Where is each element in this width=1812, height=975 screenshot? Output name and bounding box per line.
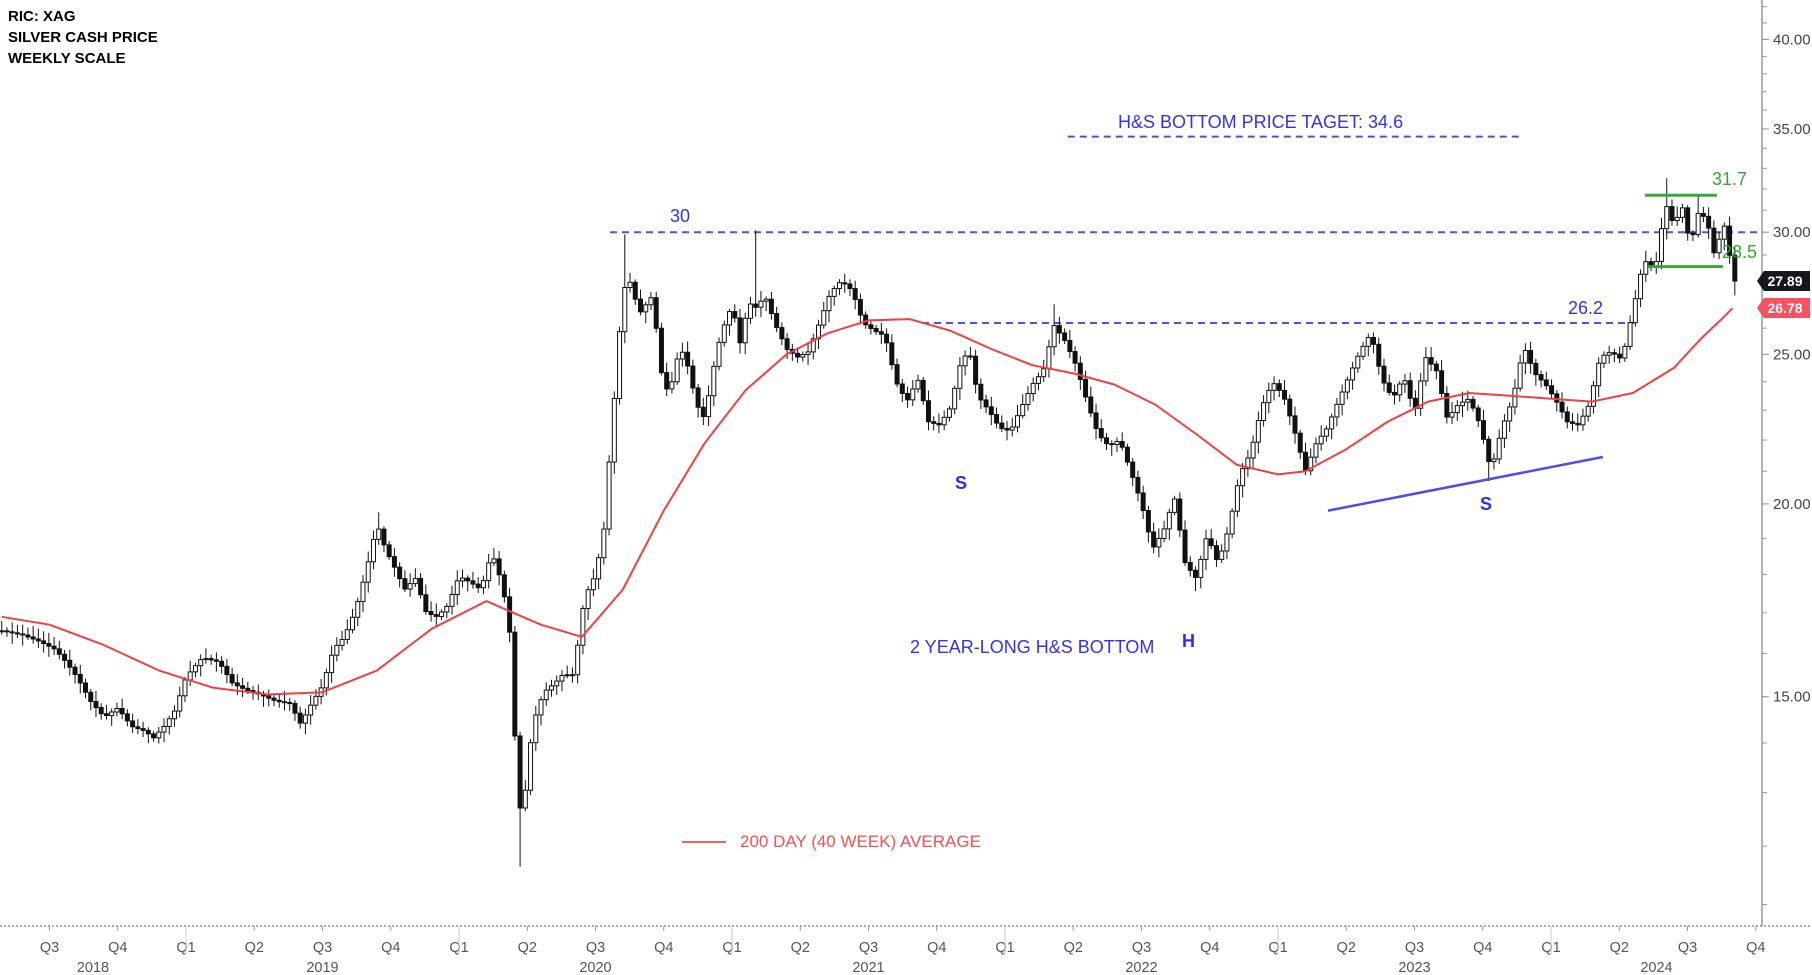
- svg-text:2024: 2024: [1640, 960, 1672, 975]
- resistance-30-label[interactable]: 30: [670, 206, 691, 226]
- svg-text:15.00: 15.00: [1773, 689, 1811, 706]
- chart-title-block: RIC: XAG SILVER CASH PRICE WEEKLY SCALE: [8, 6, 158, 69]
- svg-text:2020: 2020: [579, 960, 611, 975]
- left-shoulder-label[interactable]: S: [955, 473, 968, 493]
- svg-text:2022: 2022: [1125, 960, 1157, 975]
- svg-text:Q2: Q2: [791, 940, 810, 956]
- svg-text:Q3: Q3: [1405, 940, 1424, 956]
- ma-legend-label: 200 DAY (40 WEEK) AVERAGE: [740, 832, 981, 851]
- svg-text:2018: 2018: [77, 960, 109, 975]
- svg-text:20.00: 20.00: [1773, 496, 1811, 513]
- svg-text:Q2: Q2: [1064, 940, 1083, 956]
- ma-price-tag: 26.78: [1757, 298, 1810, 318]
- swing-low-28-5-label[interactable]: 28.5: [1722, 242, 1758, 262]
- svg-text:Q4: Q4: [1746, 940, 1765, 956]
- svg-text:Q4: Q4: [1200, 940, 1219, 956]
- swing-high-31-7-label[interactable]: 31.7: [1712, 169, 1748, 189]
- svg-text:Q3: Q3: [1678, 940, 1697, 956]
- svg-text:Q4: Q4: [108, 940, 127, 956]
- pattern-description-label[interactable]: 2 YEAR-LONG H&S BOTTOM: [910, 637, 1155, 657]
- svg-text:Q3: Q3: [586, 940, 605, 956]
- svg-text:2023: 2023: [1398, 960, 1430, 975]
- svg-text:30.00: 30.00: [1773, 224, 1811, 241]
- svg-text:Q4: Q4: [654, 940, 673, 956]
- symbol-ric: RIC: XAG: [8, 8, 76, 25]
- svg-text:Q2: Q2: [518, 940, 537, 956]
- svg-text:2021: 2021: [852, 960, 884, 975]
- support-26-2-label[interactable]: 26.2: [1568, 298, 1604, 318]
- svg-text:Q4: Q4: [1473, 940, 1492, 956]
- svg-text:2019: 2019: [306, 960, 338, 975]
- svg-text:Q4: Q4: [381, 940, 400, 956]
- svg-text:Q3: Q3: [859, 940, 878, 956]
- svg-text:Q3: Q3: [1132, 940, 1151, 956]
- svg-text:Q2: Q2: [1610, 940, 1629, 956]
- svg-text:35.00: 35.00: [1773, 121, 1811, 138]
- svg-text:Q2: Q2: [1337, 940, 1356, 956]
- symbol-description: SILVER CASH PRICE: [8, 29, 158, 46]
- hs-target-label[interactable]: H&S BOTTOM PRICE TAGET: 34.6: [1118, 112, 1404, 132]
- svg-text:Q3: Q3: [40, 940, 59, 956]
- right-shoulder-label[interactable]: S: [1480, 494, 1493, 514]
- ma-legend: 200 DAY (40 WEEK) AVERAGE: [682, 832, 981, 852]
- head-label[interactable]: H: [1182, 631, 1195, 651]
- last-price-tag: 27.89: [1757, 271, 1810, 291]
- svg-text:25.00: 25.00: [1773, 346, 1811, 363]
- ma-legend-line-swatch: [682, 841, 726, 843]
- svg-text:Q2: Q2: [245, 940, 264, 956]
- svg-text:Q3: Q3: [313, 940, 332, 956]
- svg-text:40.00: 40.00: [1773, 31, 1811, 48]
- svg-text:Q4: Q4: [927, 940, 946, 956]
- chart-timeframe: WEEKLY SCALE: [8, 50, 126, 67]
